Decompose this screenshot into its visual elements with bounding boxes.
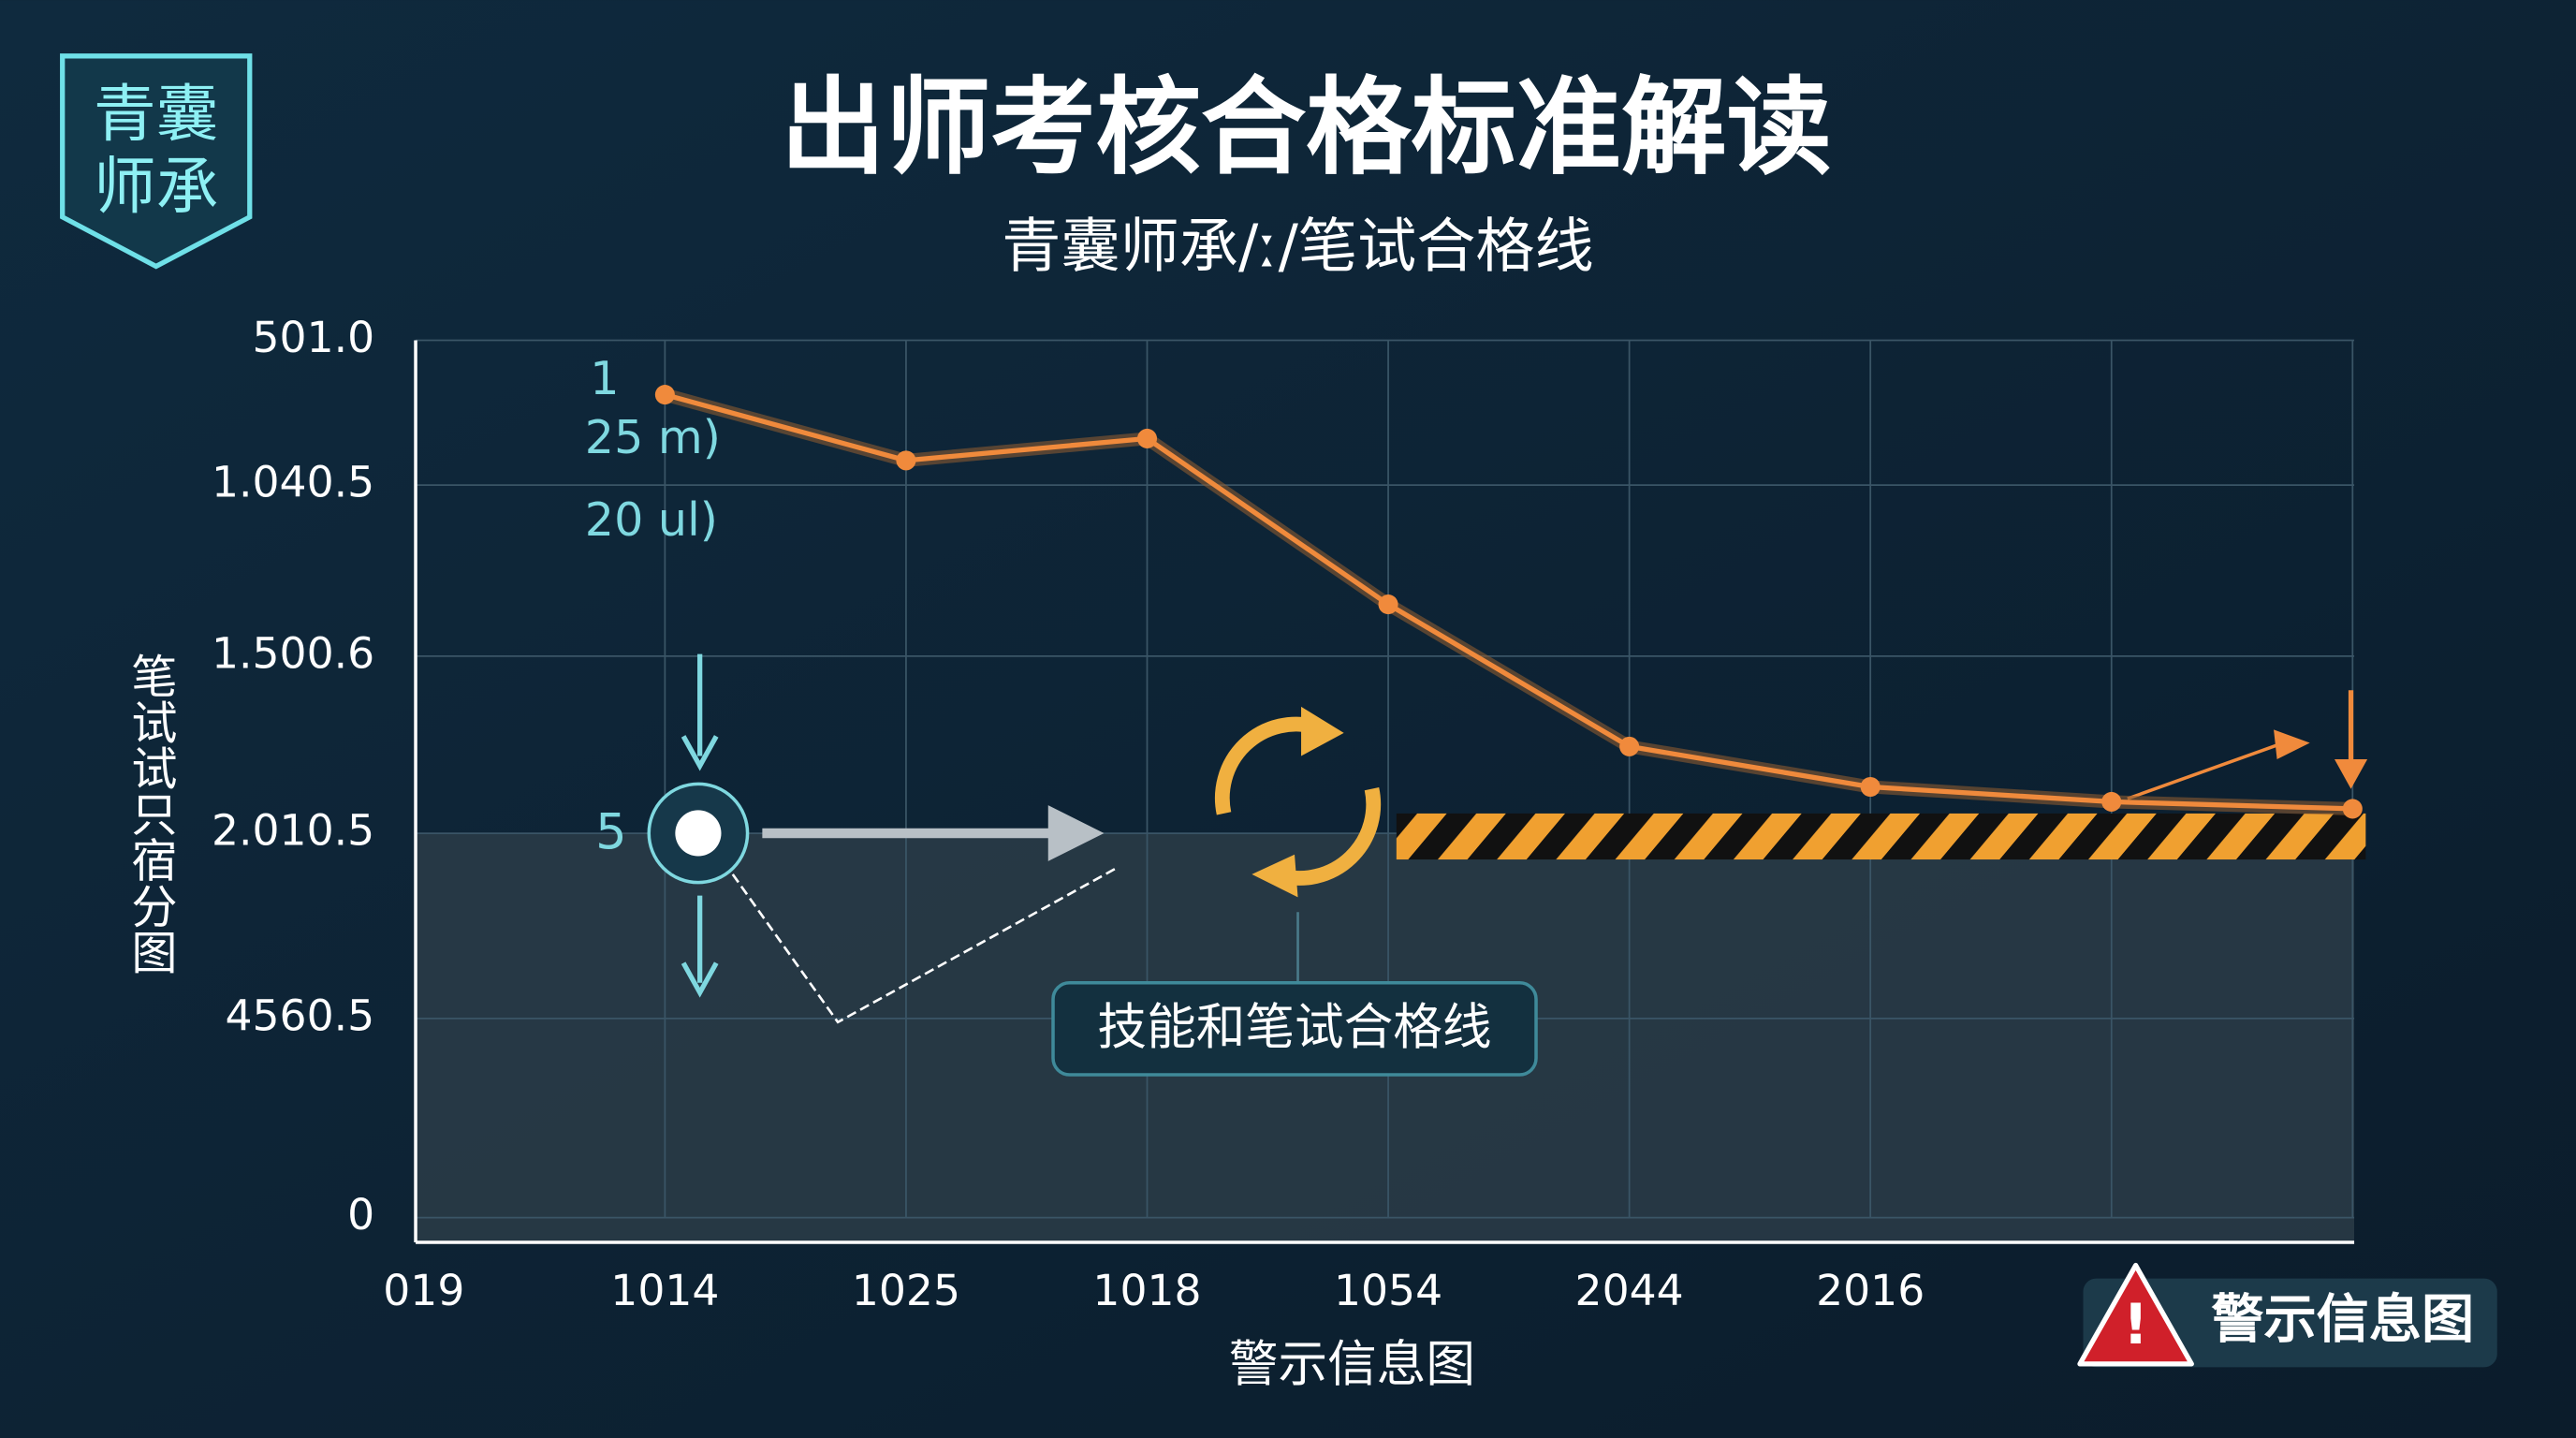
annotation: 技能和笔试合格线	[1097, 999, 1491, 1056]
y-tick-label: 4560.5	[226, 990, 375, 1040]
annotation-box	[1051, 980, 1538, 1077]
point	[1378, 594, 1398, 615]
arrow	[2334, 759, 2368, 789]
y-tick-label: 0	[347, 1190, 374, 1240]
x-tick-label: 2016	[1816, 1266, 1925, 1315]
arrow	[1047, 805, 1105, 861]
point	[654, 385, 675, 405]
x-tick-label: 1054	[1334, 1266, 1442, 1315]
point	[1860, 776, 1881, 798]
y-tick-label: 1.500.6	[212, 628, 374, 678]
badge	[2083, 1278, 2497, 1368]
point	[1136, 428, 1158, 448]
refresh-icon	[1214, 716, 1382, 886]
logo-text: 青囊	[94, 78, 218, 151]
annotation: 1	[590, 351, 619, 405]
y-axis-label: 笔试试只宿分图	[124, 653, 178, 975]
annotation: 5	[595, 803, 627, 860]
chart-subtitle: 青囊师承/ː/笔试合格线	[1002, 211, 1593, 280]
point	[2101, 791, 2122, 812]
point	[2342, 799, 2363, 819]
x-tick-label: 019	[383, 1266, 464, 1315]
badge-text: 警示信息图	[2211, 1290, 2474, 1351]
annotation: 25 m)	[585, 410, 721, 464]
warning-icon	[2077, 1262, 2194, 1367]
point	[1619, 736, 1640, 756]
arrow	[2274, 729, 2310, 759]
refresh-icon	[1301, 706, 1344, 756]
arrow	[681, 961, 719, 998]
x-axis-label: 警示信息图	[1229, 1336, 1475, 1393]
threshold-band	[1396, 813, 2366, 860]
x-tick-label: 2044	[1575, 1266, 1684, 1315]
annotation: 20 ul)	[585, 492, 718, 547]
refresh-icon	[1251, 854, 1298, 898]
logo-text: 师承	[94, 150, 218, 223]
x-tick-label: 1014	[610, 1266, 719, 1315]
x-tick-label: 1018	[1092, 1266, 1201, 1315]
y-tick-label: 2.010.5	[212, 806, 374, 856]
chart-title: 出师考核合格标准解读	[781, 67, 1832, 189]
arrow	[2127, 741, 2285, 800]
connector	[731, 866, 1119, 1024]
y-tick-label: 501.0	[253, 313, 375, 362]
logo-shield	[60, 53, 253, 270]
line	[664, 392, 2353, 812]
warning-icon: !	[2123, 1293, 2148, 1357]
point	[896, 450, 916, 471]
marker-dot	[675, 810, 722, 857]
x-tick-label: 1025	[852, 1266, 960, 1315]
y-tick-label: 1.040.5	[212, 458, 374, 507]
arrow	[681, 735, 719, 771]
